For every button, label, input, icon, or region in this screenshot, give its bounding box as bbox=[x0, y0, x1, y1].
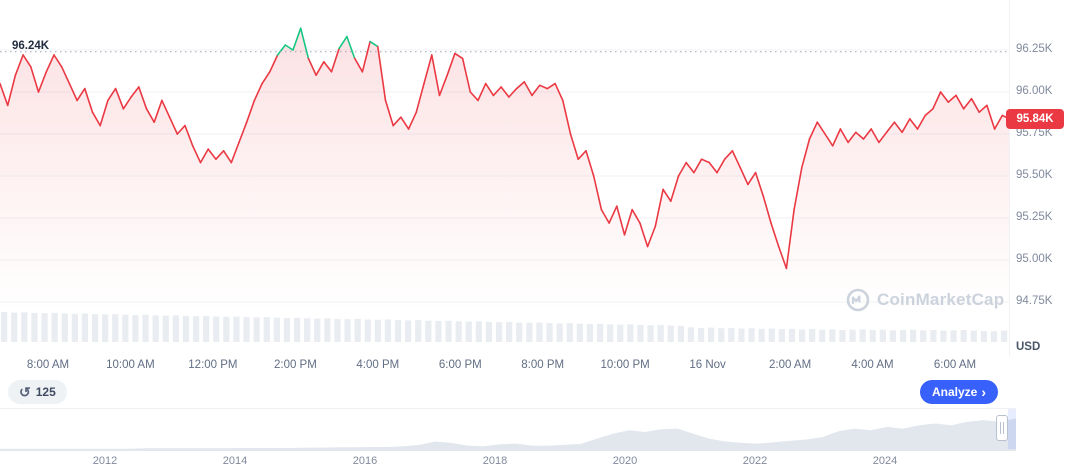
minimap-selected-range bbox=[1008, 409, 1016, 449]
year-label: 2020 bbox=[612, 455, 638, 467]
y-tick-label: 95.50K bbox=[1016, 169, 1053, 181]
history-icon: ↺ bbox=[19, 384, 31, 400]
price-axis: 96.25K 96.00K 95.75K 95.50K 95.25K 95.00K 94.7… bbox=[1016, 0, 1072, 356]
year-label: 2022 bbox=[742, 455, 768, 467]
year-label: 2012 bbox=[92, 455, 118, 467]
x-tick-label: 8:00 PM bbox=[521, 359, 565, 371]
y-tick-label: 95.00K bbox=[1016, 253, 1053, 265]
price-chart-canvas[interactable] bbox=[0, 0, 1010, 356]
coinmarketcap-logo-icon bbox=[846, 288, 870, 312]
history-minimap[interactable]: 2012 2014 2016 2018 2020 2022 2024 bbox=[0, 408, 1016, 470]
axis-separator bbox=[1009, 0, 1010, 356]
range-drag-handle[interactable] bbox=[996, 415, 1008, 441]
x-tick-label: 12:00 PM bbox=[188, 359, 238, 371]
currency-label: USD bbox=[1016, 341, 1041, 353]
last-price-badge: 95.84K bbox=[1006, 108, 1064, 129]
x-tick-label: 6:00 AM bbox=[933, 359, 977, 371]
reference-price-label: 96.24K bbox=[12, 40, 50, 52]
refresh-countdown-value: 125 bbox=[35, 385, 56, 399]
year-label: 2016 bbox=[352, 455, 378, 467]
x-tick-label: 16 Nov bbox=[689, 359, 726, 371]
watermark-text: CoinMarketCap bbox=[877, 290, 1005, 309]
y-tick-label: 94.75K bbox=[1016, 295, 1053, 307]
analyze-button-label: Analyze bbox=[932, 385, 978, 399]
x-tick-label: 8:00 AM bbox=[26, 359, 70, 371]
year-label: 2024 bbox=[872, 455, 898, 467]
y-tick-label: 95.25K bbox=[1016, 211, 1053, 223]
x-tick-label: 10:00 AM bbox=[106, 359, 155, 371]
x-tick-label: 4:00 PM bbox=[356, 359, 400, 371]
y-tick-label: 96.25K bbox=[1016, 43, 1053, 55]
x-tick-label: 2:00 AM bbox=[768, 359, 812, 371]
y-tick-label: 96.00K bbox=[1016, 85, 1053, 97]
x-tick-label: 6:00 PM bbox=[438, 359, 482, 371]
x-tick-label: 10:00 PM bbox=[600, 359, 650, 371]
x-tick-label: 2:00 PM bbox=[273, 359, 317, 371]
year-label: 2014 bbox=[222, 455, 248, 467]
x-tick-label: 4:00 AM bbox=[851, 359, 894, 371]
watermark: CoinMarketCap bbox=[846, 288, 1004, 312]
minimap-area-chart bbox=[0, 418, 1016, 451]
year-label: 2018 bbox=[482, 455, 508, 467]
refresh-countdown-pill[interactable]: ↺ 125 bbox=[8, 380, 67, 404]
y-tick-label: 95.75K bbox=[1016, 127, 1053, 139]
analyze-button[interactable]: Analyze › bbox=[920, 380, 999, 404]
time-axis: 8:00 AM 10:00 AM 12:00 PM 2:00 PM 4:00 PM 6:0… bbox=[0, 359, 1010, 375]
chevron-right-icon: › bbox=[981, 383, 987, 400]
